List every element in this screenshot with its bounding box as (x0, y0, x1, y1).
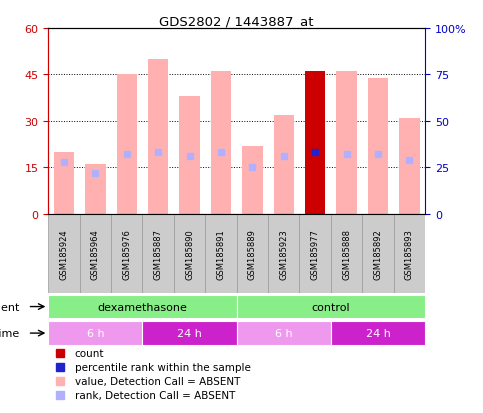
Text: agent: agent (0, 302, 20, 312)
Text: dexamethasone: dexamethasone (98, 302, 187, 312)
Text: GSM185923: GSM185923 (279, 228, 288, 279)
Bar (148, 60, 169, 214)
Text: count: count (75, 349, 104, 358)
Text: GSM185964: GSM185964 (91, 228, 100, 279)
Bar (394, 214, 425, 294)
Text: rank, Detection Call = ABSENT: rank, Detection Call = ABSENT (75, 390, 235, 401)
Bar (85, 165, 106, 214)
Text: GSM185890: GSM185890 (185, 228, 194, 279)
Bar (237, 295, 425, 319)
Bar (211, 72, 231, 214)
Bar (237, 321, 331, 345)
Text: percentile rank within the sample: percentile rank within the sample (75, 363, 251, 373)
Bar (368, 78, 388, 214)
Title: GDS2802 / 1443887_at: GDS2802 / 1443887_at (159, 15, 314, 28)
Bar (116, 75, 137, 214)
Text: GSM185887: GSM185887 (154, 228, 163, 279)
Text: GSM185977: GSM185977 (311, 228, 320, 279)
Bar (362, 214, 394, 294)
Text: 6 h: 6 h (86, 328, 104, 338)
Text: GSM185893: GSM185893 (405, 228, 414, 279)
Bar (237, 214, 268, 294)
Text: control: control (312, 302, 350, 312)
Text: GSM185924: GSM185924 (59, 229, 69, 279)
Bar (336, 72, 357, 214)
Bar (48, 214, 80, 294)
Bar (268, 214, 299, 294)
Text: GSM185892: GSM185892 (373, 228, 383, 279)
Bar (80, 214, 111, 294)
Bar (174, 214, 205, 294)
Bar (111, 214, 142, 294)
Bar (273, 115, 294, 214)
Text: GSM185888: GSM185888 (342, 228, 351, 279)
Bar (299, 214, 331, 294)
Bar (48, 321, 142, 345)
Text: 24 h: 24 h (177, 328, 202, 338)
Bar (142, 214, 174, 294)
Text: value, Detection Call = ABSENT: value, Detection Call = ABSENT (75, 377, 240, 387)
Bar (305, 72, 326, 214)
Bar (205, 214, 237, 294)
Bar (242, 146, 263, 214)
Bar (399, 119, 420, 214)
Text: GSM185891: GSM185891 (216, 228, 226, 279)
Bar (54, 152, 74, 214)
Bar (48, 295, 237, 319)
Text: 24 h: 24 h (366, 328, 390, 338)
Text: GSM185976: GSM185976 (122, 228, 131, 279)
Text: GSM185889: GSM185889 (248, 228, 257, 279)
Bar (179, 97, 200, 214)
Bar (142, 321, 237, 345)
Text: 6 h: 6 h (275, 328, 293, 338)
Bar (331, 214, 362, 294)
Bar (331, 321, 425, 345)
Text: time: time (0, 328, 20, 338)
